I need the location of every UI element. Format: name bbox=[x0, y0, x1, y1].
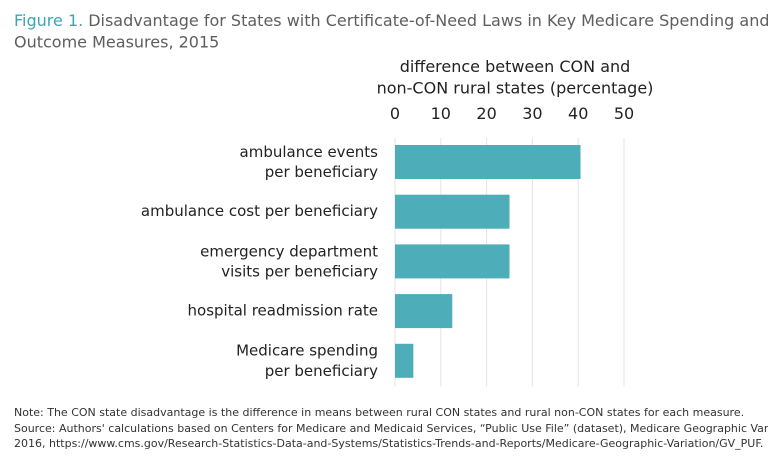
y-tick-label: emergency department visits per beneficia… bbox=[200, 242, 378, 280]
bar bbox=[395, 145, 581, 179]
source: Source: Authors' calculations based on C… bbox=[14, 422, 768, 450]
x-tick-label: 10 bbox=[431, 104, 451, 123]
bar bbox=[395, 294, 453, 329]
x-tick-label: 40 bbox=[568, 104, 588, 123]
x-tick-label: 50 bbox=[614, 104, 634, 123]
x-tick-label: 30 bbox=[522, 104, 542, 123]
chart-title: Disadvantage for States with Certificate… bbox=[14, 11, 768, 52]
note: Note: The CON state disadvantage is the … bbox=[14, 406, 744, 419]
axis-label: difference between CON and non-CON rural … bbox=[377, 57, 654, 98]
y-tick-label: hospital readmission rate bbox=[188, 302, 378, 320]
bar bbox=[395, 194, 510, 229]
x-tick-label: 20 bbox=[476, 104, 496, 123]
bar bbox=[395, 343, 414, 378]
y-tick-label: Medicare spending per beneficiary bbox=[236, 341, 378, 379]
title-prefix: Figure 1. bbox=[14, 11, 83, 30]
y-tick-label: ambulance events per beneficiary bbox=[240, 142, 379, 180]
chart-title: Figure 1. bbox=[14, 11, 83, 30]
y-tick-label: ambulance cost per beneficiary bbox=[141, 202, 378, 220]
x-tick-label: 0 bbox=[390, 104, 400, 123]
bar bbox=[395, 244, 510, 279]
